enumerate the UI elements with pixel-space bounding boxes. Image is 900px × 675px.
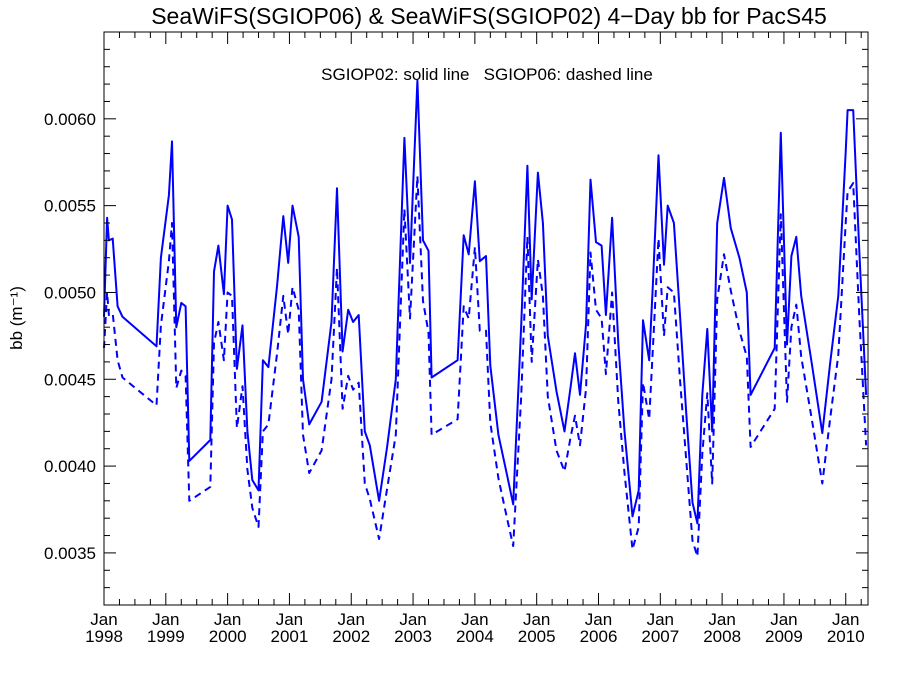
x-tick-month: Jan — [461, 610, 488, 629]
x-tick-month: Jan — [399, 610, 426, 629]
x-tick-month: Jan — [708, 610, 735, 629]
x-tick-year: 2000 — [209, 627, 247, 646]
plot-frame — [103, 31, 869, 606]
x-tick-year: 2010 — [827, 627, 865, 646]
x-tick-year: 2005 — [518, 627, 556, 646]
x-tick-year: 1998 — [85, 627, 123, 646]
x-tick-year: 2007 — [641, 627, 679, 646]
x-tick-month: Jan — [214, 610, 241, 629]
x-tick-year: 2002 — [332, 627, 370, 646]
x-tick-year: 2009 — [765, 627, 803, 646]
x-tick-month: Jan — [523, 610, 550, 629]
x-tick-month: Jan — [152, 610, 179, 629]
x-tick-month: Jan — [770, 610, 797, 629]
chart-annotation: SGIOP02: solid line SGIOP06: dashed line — [321, 65, 653, 84]
x-tick-month: Jan — [585, 610, 612, 629]
x-tick-month: Jan — [276, 610, 303, 629]
y-axis: 0.0035 0.0040 0.0045 0.0050 0.0055 0.0060 — [44, 48, 868, 589]
x-tick-year: 2004 — [456, 627, 494, 646]
x-tick-month: Jan — [832, 610, 859, 629]
y-tick-label: 0.0040 — [44, 457, 96, 476]
series-line-dashed — [103, 175, 868, 558]
series-lines — [103, 79, 868, 558]
x-tick-year: 2001 — [271, 627, 309, 646]
x-tick-year: 1999 — [147, 627, 185, 646]
x-tick-month: Jan — [90, 610, 117, 629]
chart-title: SeaWiFS(SGIOP06) & SeaWiFS(SGIOP02) 4−Da… — [151, 3, 827, 29]
y-tick-label: 0.0055 — [44, 197, 96, 216]
series-line-solid — [103, 79, 868, 525]
x-tick-month: Jan — [647, 610, 674, 629]
y-tick-label: 0.0045 — [44, 370, 96, 389]
x-tick-year: 2006 — [580, 627, 618, 646]
y-tick-label: 0.0060 — [44, 110, 96, 129]
y-tick-label: 0.0035 — [44, 544, 96, 563]
x-tick-year: 2003 — [394, 627, 432, 646]
x-axis: Jan1998Jan1999Jan2000Jan2001Jan2002Jan20… — [85, 32, 865, 646]
y-tick-label: 0.0050 — [44, 283, 96, 302]
x-tick-year: 2008 — [703, 627, 741, 646]
x-tick-month: Jan — [338, 610, 365, 629]
y-axis-label: bb (m⁻¹) — [7, 286, 26, 350]
